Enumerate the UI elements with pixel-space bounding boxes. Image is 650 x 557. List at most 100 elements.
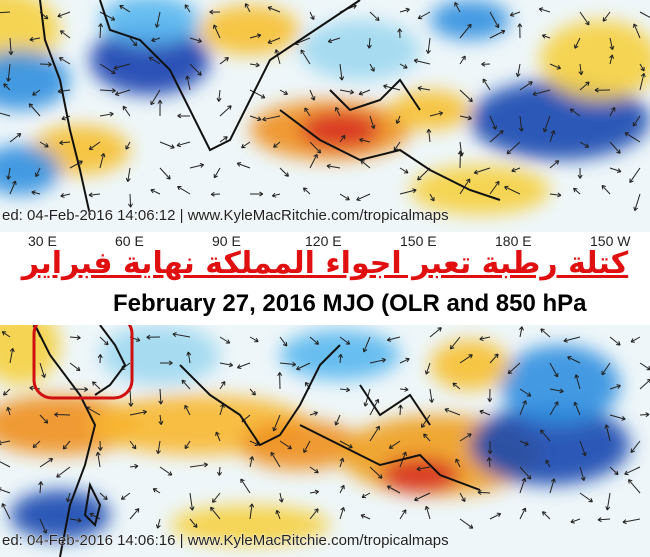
olr-blob <box>0 325 60 385</box>
wind-arrow <box>609 414 626 421</box>
wind-arrow <box>122 105 131 117</box>
wind-arrow <box>519 326 524 338</box>
wind-arrow <box>303 440 311 453</box>
wind-arrow <box>629 167 641 184</box>
wind-arrow <box>114 89 131 97</box>
wind-arrow <box>302 187 311 195</box>
wind-arrow <box>189 162 205 169</box>
wind-arrow <box>639 11 650 19</box>
wind-arrow <box>630 336 641 343</box>
wind-arrow <box>309 89 316 101</box>
footer: ed: 04-Feb-2016 14:06:16 | www.KyleMacRi… <box>2 532 449 549</box>
wind-arrow <box>459 492 466 503</box>
wind-arrow <box>574 37 581 49</box>
wind-arrow <box>244 3 251 13</box>
wind-arrow <box>125 141 131 150</box>
wind-arrow <box>0 440 11 446</box>
wind-arrow <box>184 440 191 450</box>
wind-arrow <box>339 336 351 345</box>
wind-arrow <box>309 411 319 416</box>
wind-arrow <box>541 33 551 39</box>
wind-arrow <box>34 167 41 178</box>
wind-arrow <box>413 58 431 65</box>
wind-arrow <box>129 463 139 469</box>
wind-arrow <box>120 492 131 500</box>
wind-arrow <box>159 360 173 366</box>
wind-arrow <box>369 357 386 364</box>
wind-arrow <box>369 115 376 130</box>
wind-arrow <box>279 167 289 177</box>
wind-arrow <box>449 336 461 350</box>
wind-arrow <box>479 409 491 416</box>
wind-arrow <box>359 137 371 143</box>
wind-arrow <box>569 108 581 117</box>
wind-arrow <box>399 357 410 364</box>
wind-arrow <box>9 133 22 143</box>
wind-arrow <box>477 489 491 495</box>
wind-arrow <box>489 11 500 29</box>
longitude-label: 30 E <box>28 233 57 249</box>
wind-arrow <box>444 407 461 416</box>
wind-arrow <box>129 508 140 520</box>
wind-arrow <box>57 11 71 18</box>
wind-arrow <box>6 167 12 180</box>
wind-arrow <box>184 4 191 13</box>
wind-arrow <box>549 401 559 416</box>
wind-arrow <box>128 388 134 407</box>
wind-arrow <box>573 401 581 416</box>
wind-arrow <box>579 141 590 148</box>
wind-arrow <box>69 335 81 341</box>
wind-arrow <box>97 354 103 364</box>
wind-arrow <box>150 89 161 106</box>
wind-arrow <box>479 336 491 342</box>
wind-arrow <box>6 406 11 416</box>
wind-vectors <box>0 325 650 534</box>
wind-arrow <box>150 188 161 195</box>
wind-arrow <box>609 141 621 154</box>
wind-arrow <box>219 336 231 344</box>
wind-arrow <box>489 512 502 520</box>
wind-arrow <box>148 56 161 65</box>
wind-arrow <box>424 505 431 520</box>
wind-arrow <box>189 492 195 511</box>
wind-arrow <box>339 89 355 95</box>
longitude-label: 150 W <box>590 233 631 249</box>
wind-arrow <box>486 457 492 468</box>
olr-blob <box>300 20 420 80</box>
wind-arrow <box>454 2 461 13</box>
wind-arrow <box>577 167 583 179</box>
wind-arrow <box>538 7 551 13</box>
wind-arrow <box>189 37 202 44</box>
wind-arrow <box>309 336 320 345</box>
wind-arrow <box>209 9 221 15</box>
wind-arrow <box>177 185 191 195</box>
wind-arrow <box>189 462 208 468</box>
wind-arrow <box>632 115 641 127</box>
wind-arrow <box>129 37 138 47</box>
wind-arrow <box>39 362 47 378</box>
wind-arrow <box>177 113 191 119</box>
wind-arrow <box>549 478 556 494</box>
wind-arrow <box>267 6 281 13</box>
wind-arrow <box>399 167 409 174</box>
wind-arrow <box>386 485 401 494</box>
wind-arrow <box>9 348 15 364</box>
wind-arrow <box>176 141 191 148</box>
wind-arrow <box>609 54 614 65</box>
wind-arrow <box>249 503 255 520</box>
wind-arrow <box>99 88 116 94</box>
wind-arrow <box>0 11 11 15</box>
wind-arrow <box>549 130 556 143</box>
wind-arrow <box>39 61 52 67</box>
wind-arrow <box>417 85 431 91</box>
wind-arrow <box>573 187 581 195</box>
wind-arrow <box>212 24 221 39</box>
wind-arrow <box>360 514 371 520</box>
wind-arrow <box>262 115 281 122</box>
wind-arrow <box>334 106 341 117</box>
wind-arrow <box>482 78 491 91</box>
wind-arrow <box>56 466 71 478</box>
wind-arrow <box>189 63 202 76</box>
wind-arrow <box>489 29 506 39</box>
wind-arrow <box>31 190 41 196</box>
